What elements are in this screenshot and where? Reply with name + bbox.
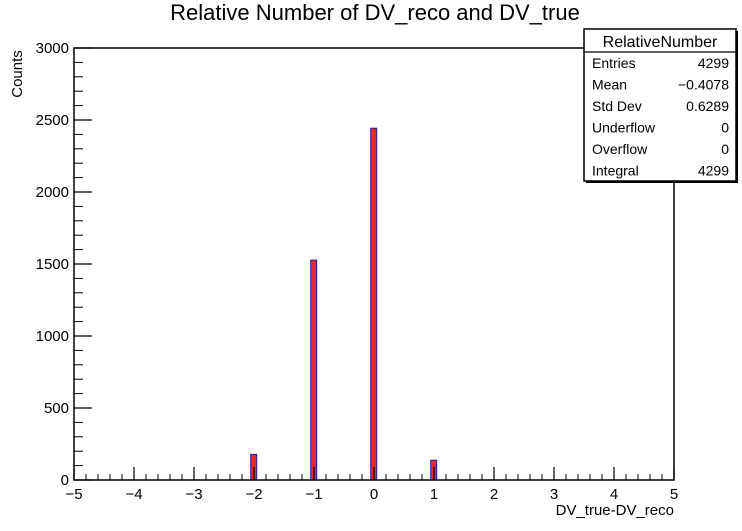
stats-box: RelativeNumber Entries 4299 Mean −0.4078 Std … — [583, 28, 738, 183]
y-tick-label: 0 — [61, 472, 69, 489]
x-axis-label: DV_true-DV_reco — [556, 502, 674, 519]
y-tick-label: 1000 — [36, 328, 69, 345]
y-tick-label: 2000 — [36, 184, 69, 201]
stats-row-value: 4299 — [698, 162, 729, 178]
stats-box-frame — [583, 28, 737, 182]
stats-box-title: RelativeNumber — [603, 34, 718, 51]
stats-row-value: 0.6289 — [686, 98, 729, 114]
y-tick-label: 2500 — [36, 112, 69, 129]
stats-row-value: 4299 — [698, 55, 729, 71]
stats-row-label: Overflow — [592, 141, 648, 157]
x-tick-label: −5 — [65, 486, 82, 503]
stats-row-value: 0 — [721, 119, 729, 135]
x-tick-label: 1 — [430, 486, 438, 503]
histogram-bar — [370, 127, 378, 481]
x-tick-label: −4 — [125, 486, 142, 503]
x-tick-label: −2 — [245, 486, 262, 503]
y-axis-label: Counts — [9, 50, 26, 98]
x-tick-label: 4 — [610, 486, 618, 503]
y-tick-label: 1500 — [36, 256, 69, 273]
histogram-bar — [310, 259, 318, 481]
x-tick-label: 0 — [370, 486, 378, 503]
x-tick-label: 5 — [670, 486, 678, 503]
stats-row-label: Integral — [592, 162, 639, 178]
stats-row-label: Mean — [592, 76, 627, 92]
y-tick-label: 3000 — [36, 40, 69, 57]
x-tick-label: 2 — [490, 486, 498, 503]
stats-row-label: Std Dev — [592, 98, 642, 114]
stats-row-value: −0.4078 — [678, 76, 729, 92]
x-tick-label: −1 — [305, 486, 322, 503]
stats-row-label: Entries — [592, 55, 636, 71]
axes-group: −5 −4 −3 −2 −1 0 1 2 3 4 5 0 500 1000 1500 2000 2500 3000 — [36, 40, 679, 503]
y-tick-label: 500 — [44, 400, 69, 417]
x-tick-label: 3 — [550, 486, 558, 503]
stats-row-value: 0 — [721, 141, 729, 157]
stats-row-label: Underflow — [592, 119, 656, 135]
chart-title: Relative Number of DV_reco and DV_true — [170, 0, 580, 25]
x-tick-label: −3 — [185, 486, 202, 503]
